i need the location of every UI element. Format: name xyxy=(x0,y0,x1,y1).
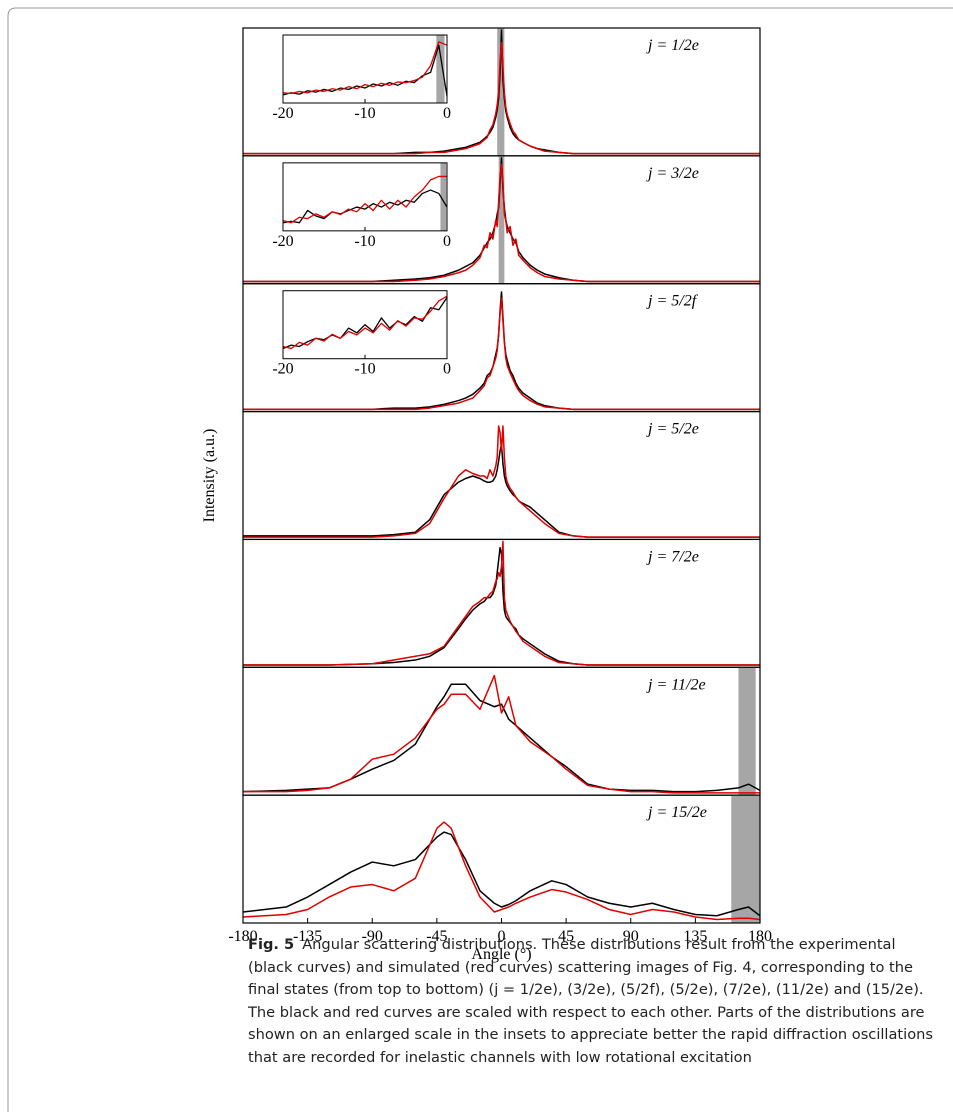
y-axis-label: Intensity (a.u.) xyxy=(201,429,218,523)
x-tick-label: 0 xyxy=(498,928,506,945)
curve xyxy=(243,163,760,283)
annotation: j = 1/2e xyxy=(646,37,699,54)
inset-x-tick-label: -10 xyxy=(354,105,375,122)
curve xyxy=(243,444,760,538)
inset-x-tick-label: 0 xyxy=(443,105,451,122)
inset-x-tick-label: -10 xyxy=(354,361,375,378)
annotation: j = 15/2e xyxy=(646,804,707,821)
curve xyxy=(243,157,760,283)
inset-x-tick-label: 0 xyxy=(443,233,451,250)
x-axis-label: Angle (°) xyxy=(471,946,531,963)
caption-text: Angular scattering distributions. These … xyxy=(248,936,933,1066)
inset-x-tick-label: -20 xyxy=(272,105,293,122)
caption: Fig. 5 Angular scattering distributions. … xyxy=(248,934,938,1069)
x-tick-label: 135 xyxy=(683,928,707,945)
x-tick-label: -135 xyxy=(293,928,322,945)
inset-shaded-region xyxy=(440,162,447,231)
inset-x-tick-label: -20 xyxy=(272,361,293,378)
curve xyxy=(243,297,760,411)
x-tick-label: 45 xyxy=(558,928,574,945)
x-tick-label: -180 xyxy=(228,928,257,945)
curve xyxy=(243,41,760,155)
annotation: j = 11/2e xyxy=(646,676,706,693)
caption-label: Fig. 5 xyxy=(248,936,295,953)
shaded-region xyxy=(731,795,760,923)
curve xyxy=(242,821,761,921)
curve xyxy=(242,683,761,793)
inset-shaded-region xyxy=(436,35,445,103)
shaded-region xyxy=(497,28,505,156)
annotation: j = 3/2e xyxy=(646,165,699,182)
inset-curve xyxy=(282,297,448,350)
curve xyxy=(243,540,760,666)
annotation: j = 5/2f xyxy=(646,293,699,310)
curve xyxy=(243,425,760,538)
card-border xyxy=(7,7,953,1112)
curve xyxy=(243,674,760,794)
x-tick-label: 90 xyxy=(623,928,639,945)
inset-curve xyxy=(282,175,447,224)
x-tick-label: -90 xyxy=(362,928,383,945)
inset-curve xyxy=(282,295,448,350)
inset-background xyxy=(283,162,447,231)
inset-x-tick-label: 0 xyxy=(443,361,451,378)
curve xyxy=(242,831,761,917)
x-tick-label: 180 xyxy=(748,928,772,945)
annotation: j = 5/2e xyxy=(646,421,699,438)
inset-curve xyxy=(282,189,448,224)
x-tick-label: -45 xyxy=(426,928,447,945)
annotation: j = 7/2e xyxy=(646,548,699,565)
shaded-region xyxy=(738,667,756,796)
shaded-region xyxy=(498,155,505,284)
inset-curve xyxy=(282,41,448,95)
inset-x-tick-label: -20 xyxy=(272,233,293,250)
inset-x-tick-label: -10 xyxy=(354,233,375,250)
